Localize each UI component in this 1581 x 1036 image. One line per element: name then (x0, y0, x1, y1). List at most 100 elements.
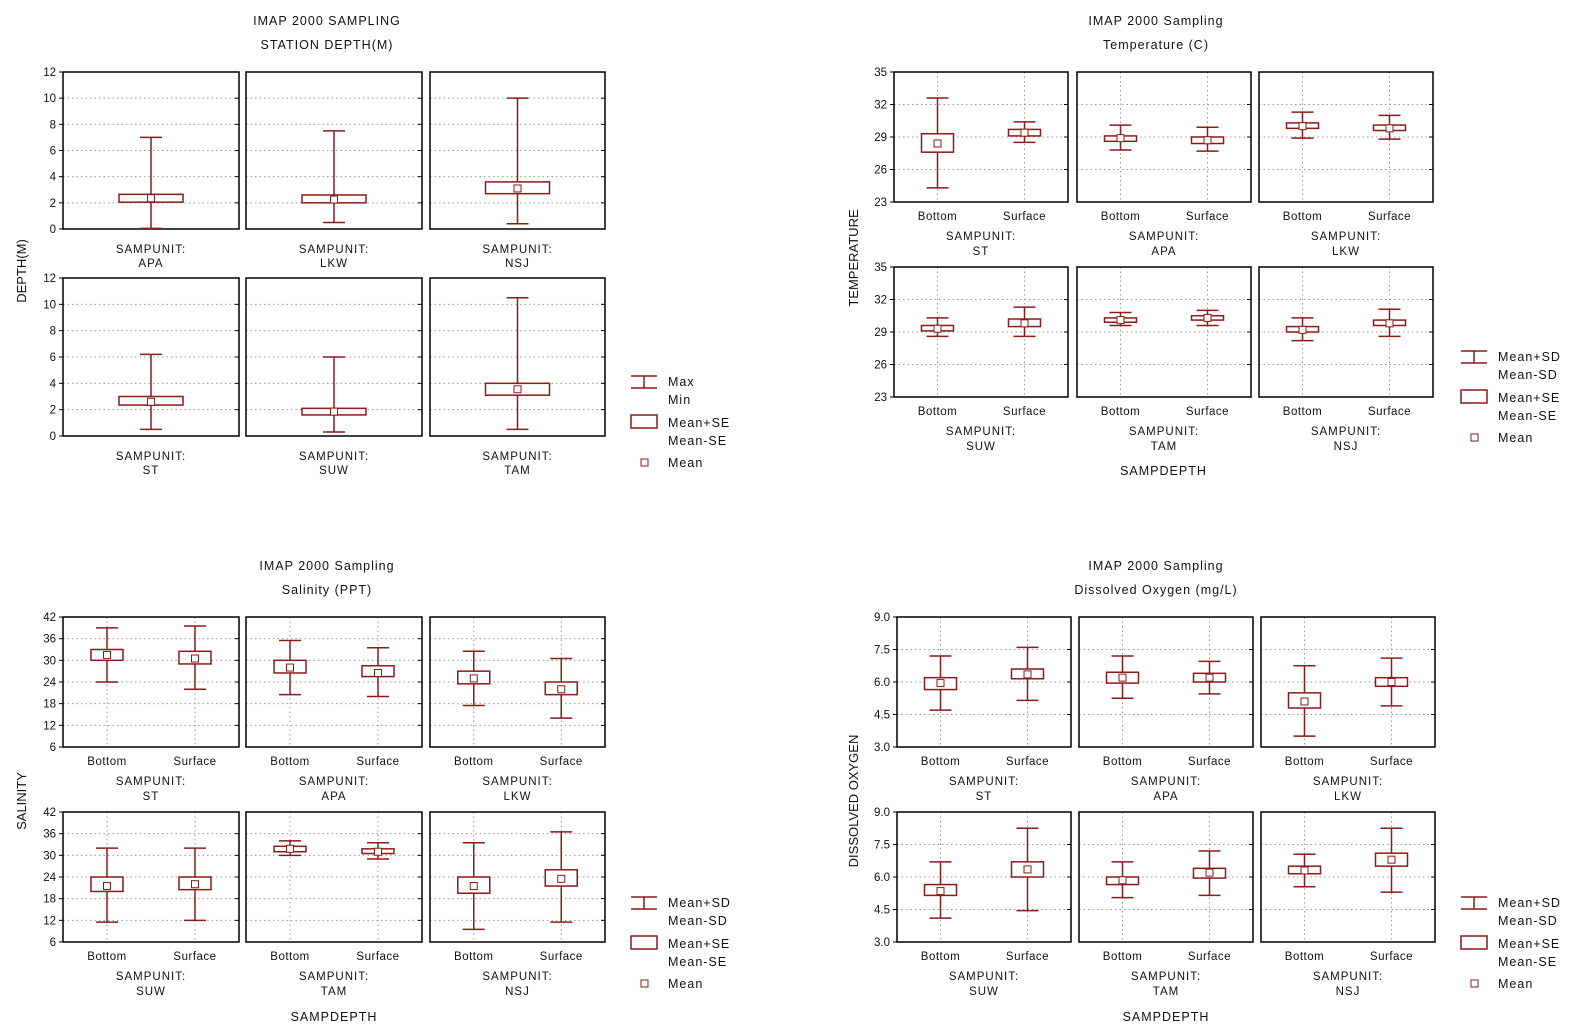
group-value: TAM (1153, 986, 1179, 998)
mean-marker (330, 407, 338, 416)
y-tick-label: 24 (43, 677, 56, 689)
chart-title: IMAP 2000 Sampling (1088, 559, 1223, 573)
legend-label: Mean (668, 977, 703, 991)
category-label: Surface (1186, 406, 1229, 418)
y-tick-label: 6 (50, 742, 56, 754)
box-plot-surface (1372, 114, 1407, 140)
category-label: Surface (540, 756, 583, 768)
panel-suw: SAMPUNIT: SUW (245, 277, 423, 477)
mean-marker (1205, 868, 1214, 877)
legend-label: Mean+SE (1498, 391, 1560, 405)
y-tick-label: 30 (43, 655, 56, 667)
category-label: Bottom (1103, 756, 1142, 768)
legend: Mean+SD Mean-SD Mean+SE Mean-SE Mean (1460, 896, 1560, 991)
group-label: SAMPUNIT: (482, 776, 552, 788)
legend-label: Mean+SD (1498, 350, 1561, 364)
legend-mean-marker (640, 458, 649, 467)
group-value: APA (1153, 791, 1178, 803)
mean-marker (374, 847, 382, 856)
category-label: Bottom (1103, 951, 1142, 963)
y-tick-label: 4 (50, 172, 57, 184)
legend-label: Mean-SE (668, 955, 727, 969)
panel-nsj: SAMPUNIT: NSJ (429, 71, 606, 270)
legend-label: Mean-SE (1498, 955, 1557, 969)
box-plot-single (301, 130, 367, 224)
category-label: Bottom (454, 951, 493, 963)
category-label: Bottom (1283, 211, 1322, 223)
chart-subtitle: Salinity (PPT) (282, 583, 372, 597)
box-plot-bottom (1287, 665, 1322, 737)
mean-marker (147, 397, 155, 406)
group-value: ST (976, 791, 993, 803)
chart-subtitle: STATION DEPTH(M) (261, 38, 394, 52)
mean-marker (513, 385, 522, 394)
chart-temperature: IMAP 2000 Sampling Temperature (C) TEMPERA… (846, 14, 1561, 478)
y-tick-label: 2 (50, 405, 56, 417)
legend-box (1460, 935, 1488, 950)
mean-marker (1203, 136, 1212, 145)
group-value: LKW (1332, 246, 1360, 258)
category-label: Surface (1368, 211, 1411, 223)
panel-frame (1076, 266, 1252, 398)
panel-lkw: SAMPUNIT: LKW (245, 71, 423, 270)
mean-marker (1023, 865, 1032, 874)
y-tick-label: 4.5 (874, 710, 890, 722)
box-plot-surface (361, 841, 395, 860)
box-plot-surface (1190, 309, 1225, 327)
group-value: APA (138, 258, 163, 270)
panel-lkw: Bottom Surface SAMPUNIT: LKW (1260, 616, 1436, 803)
mean-marker (286, 844, 294, 853)
group-value: NSJ (505, 986, 530, 998)
panel-frame (896, 811, 1072, 943)
mean-marker (191, 654, 199, 663)
y-tick-label: 12 (43, 67, 56, 79)
y-tick-label: 23 (874, 392, 887, 404)
panel-st: Bottom Surface SAMPUNIT: ST (893, 71, 1069, 258)
panel-tam: SAMPUNIT: TAM (429, 277, 606, 477)
group-value: ST (973, 246, 990, 258)
legend: Mean+SD Mean-SD Mean+SE Mean-SE Mean (630, 896, 730, 991)
y-tick-label: 29 (874, 327, 887, 339)
group-label: SAMPUNIT: (482, 244, 552, 256)
mean-marker (1020, 319, 1029, 328)
y-tick-label: 12 (43, 273, 56, 285)
y-tick-label: 0 (50, 224, 56, 236)
group-label: SAMPUNIT: (1311, 426, 1381, 438)
mean-marker (1385, 124, 1394, 133)
mean-marker (557, 685, 566, 694)
panel-apa: Bottom Surface SAMPUNIT: APA (1076, 71, 1252, 258)
group-label: SAMPUNIT: (1131, 776, 1201, 788)
mean-marker (286, 663, 294, 672)
mean-marker (103, 882, 111, 891)
mean-marker (147, 194, 155, 203)
legend-label: Mean (1498, 431, 1533, 445)
panel-frame (429, 616, 606, 748)
mean-marker (330, 195, 338, 204)
legend-label: Mean+SE (668, 416, 730, 430)
y-tick-label: 6 (50, 146, 56, 158)
box-plot-surface (1010, 827, 1045, 912)
group-value: LKW (320, 258, 348, 270)
category-label: Surface (1370, 951, 1413, 963)
y-tick-label: 18 (43, 699, 56, 711)
category-label: Surface (356, 951, 399, 963)
panel-frame (429, 71, 606, 230)
legend-mean-marker (640, 979, 649, 988)
mean-marker (933, 139, 942, 148)
y-tick-label: 23 (874, 197, 887, 209)
legend: Mean+SD Mean-SD Mean+SE Mean-SE Mean (1460, 350, 1561, 445)
mean-marker (933, 324, 942, 333)
group-value: SUW (319, 465, 349, 477)
mean-marker (191, 880, 199, 889)
box-plot-single (118, 353, 184, 431)
group-value: APA (1151, 246, 1176, 258)
panel-apa: SAMPUNIT: APA (62, 71, 240, 270)
y-tick-label: 29 (874, 132, 887, 144)
category-label: Surface (1186, 211, 1229, 223)
y-tick-label: 3.0 (874, 742, 890, 754)
group-label: SAMPUNIT: (482, 451, 552, 463)
category-label: Surface (1003, 406, 1046, 418)
x-axis-label: SAMPDEPTH (291, 1010, 378, 1024)
group-value: LKW (1334, 791, 1362, 803)
group-label: SAMPUNIT: (116, 451, 186, 463)
